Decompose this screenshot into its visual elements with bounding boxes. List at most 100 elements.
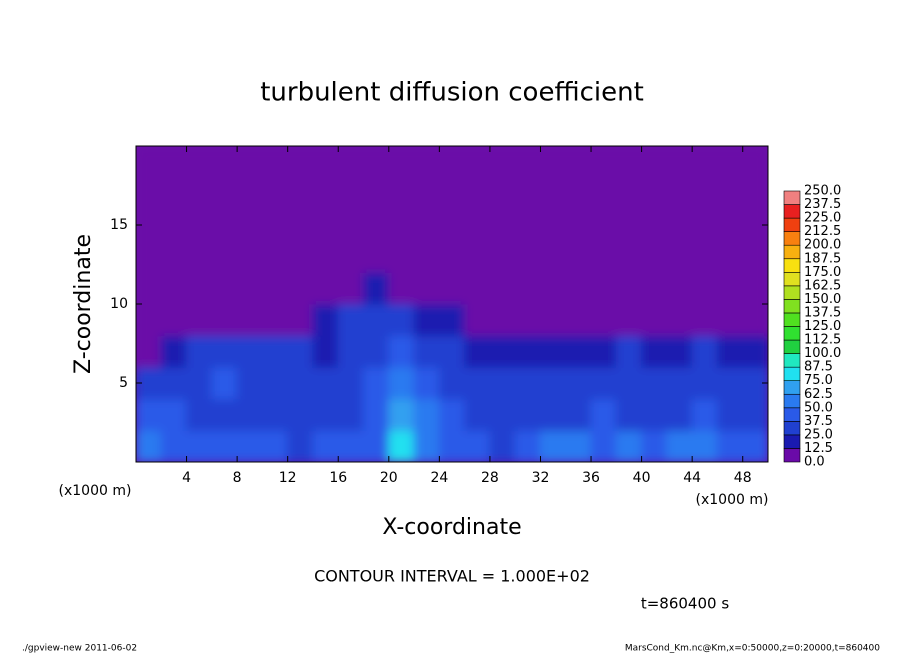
field-cell	[136, 335, 162, 368]
field-cell	[716, 398, 744, 431]
field-cell	[211, 366, 238, 400]
field-cell	[716, 335, 744, 368]
field-cell	[261, 366, 289, 400]
field-cell	[438, 335, 466, 368]
field-cell	[539, 303, 567, 337]
field-cell	[590, 177, 617, 210]
field-cell	[287, 303, 314, 337]
field-cell	[287, 240, 314, 273]
x-tick-label: 8	[233, 470, 242, 486]
field-cell	[742, 398, 768, 431]
field-cell	[641, 146, 668, 179]
colorbar-label: 100.0	[804, 346, 841, 361]
x-tick-label: 36	[582, 470, 600, 486]
field-cell	[186, 271, 213, 305]
field-cell	[312, 271, 339, 305]
field-cell	[464, 240, 491, 273]
field-cell	[186, 335, 213, 368]
field-cell	[413, 398, 440, 431]
colorbar-label: 175.0	[804, 265, 841, 280]
field-cell	[590, 398, 617, 431]
field-cell	[363, 240, 390, 273]
field-cell	[136, 398, 162, 431]
x-tick-label: 40	[633, 470, 651, 486]
field-cell	[287, 429, 314, 462]
field-cell	[287, 271, 314, 305]
field-cell	[236, 429, 263, 462]
field-cell	[742, 146, 768, 179]
field-cell	[337, 398, 365, 431]
colorbar-label: 150.0	[804, 292, 841, 307]
colorbar-label: 200.0	[804, 238, 841, 253]
field-cell	[742, 429, 768, 462]
field-cell	[691, 429, 718, 462]
field-cell	[539, 271, 567, 305]
field-cell	[312, 146, 339, 179]
field-cell	[742, 177, 768, 210]
field-cell	[489, 271, 516, 305]
field-cell	[312, 398, 339, 431]
field-cell	[363, 177, 390, 210]
colorbar-label: 250.0	[804, 184, 841, 199]
field-cell	[312, 240, 339, 273]
field-cell	[539, 177, 567, 210]
field-cell	[666, 177, 693, 210]
field-cell	[514, 240, 541, 273]
colorbar-bin	[783, 393, 801, 409]
colorbar-label: 12.5	[804, 441, 833, 456]
field-cell	[641, 208, 668, 242]
field-cell	[388, 303, 415, 337]
field-cell	[666, 208, 693, 242]
field-cell	[337, 208, 365, 242]
field-cell	[539, 366, 567, 400]
field-cell	[236, 335, 263, 368]
field-cell	[312, 335, 339, 368]
field-cell	[539, 146, 567, 179]
field-cell	[691, 303, 718, 337]
field-cell	[716, 146, 744, 179]
colorbar-bin	[783, 366, 801, 381]
field-cell	[363, 366, 390, 400]
field-cell	[236, 240, 263, 273]
field-cell	[261, 398, 289, 431]
field-cell	[337, 335, 365, 368]
field-cell	[337, 240, 365, 273]
x-tick-label: 32	[532, 470, 550, 486]
field-cell	[565, 208, 592, 242]
field-cell	[211, 271, 238, 305]
field-cell	[236, 177, 263, 210]
field-cell	[539, 398, 567, 431]
y-tick-label: 15	[110, 217, 128, 233]
field-cell	[211, 177, 238, 210]
field-cell	[464, 303, 491, 337]
field-cell	[236, 146, 263, 179]
colorbar-label: 212.5	[804, 224, 841, 239]
field-cell	[287, 398, 314, 431]
field-cell	[514, 429, 541, 462]
field-cell	[136, 303, 162, 337]
field-cell	[160, 177, 188, 210]
field-cell	[438, 366, 466, 400]
field-cell	[539, 208, 567, 242]
field-cell	[615, 271, 643, 305]
field-cell	[716, 208, 744, 242]
field-cell	[489, 429, 516, 462]
field-cell	[312, 208, 339, 242]
colorbar-bin	[783, 353, 801, 368]
field-cell	[438, 177, 466, 210]
field-cell	[337, 429, 365, 462]
field-cell	[565, 240, 592, 273]
field-cell	[590, 429, 617, 462]
colorbar-bin	[783, 407, 801, 422]
field	[136, 146, 768, 462]
field-cell	[615, 429, 643, 462]
colorbar-bin	[783, 434, 801, 449]
colorbar-bin	[783, 285, 801, 300]
x-tick-label: 24	[430, 470, 448, 486]
field-cell	[615, 177, 643, 210]
field-cell	[666, 335, 693, 368]
field-cell	[666, 366, 693, 400]
field-cell	[716, 303, 744, 337]
field-cell	[388, 240, 415, 273]
field-cell	[160, 240, 188, 273]
